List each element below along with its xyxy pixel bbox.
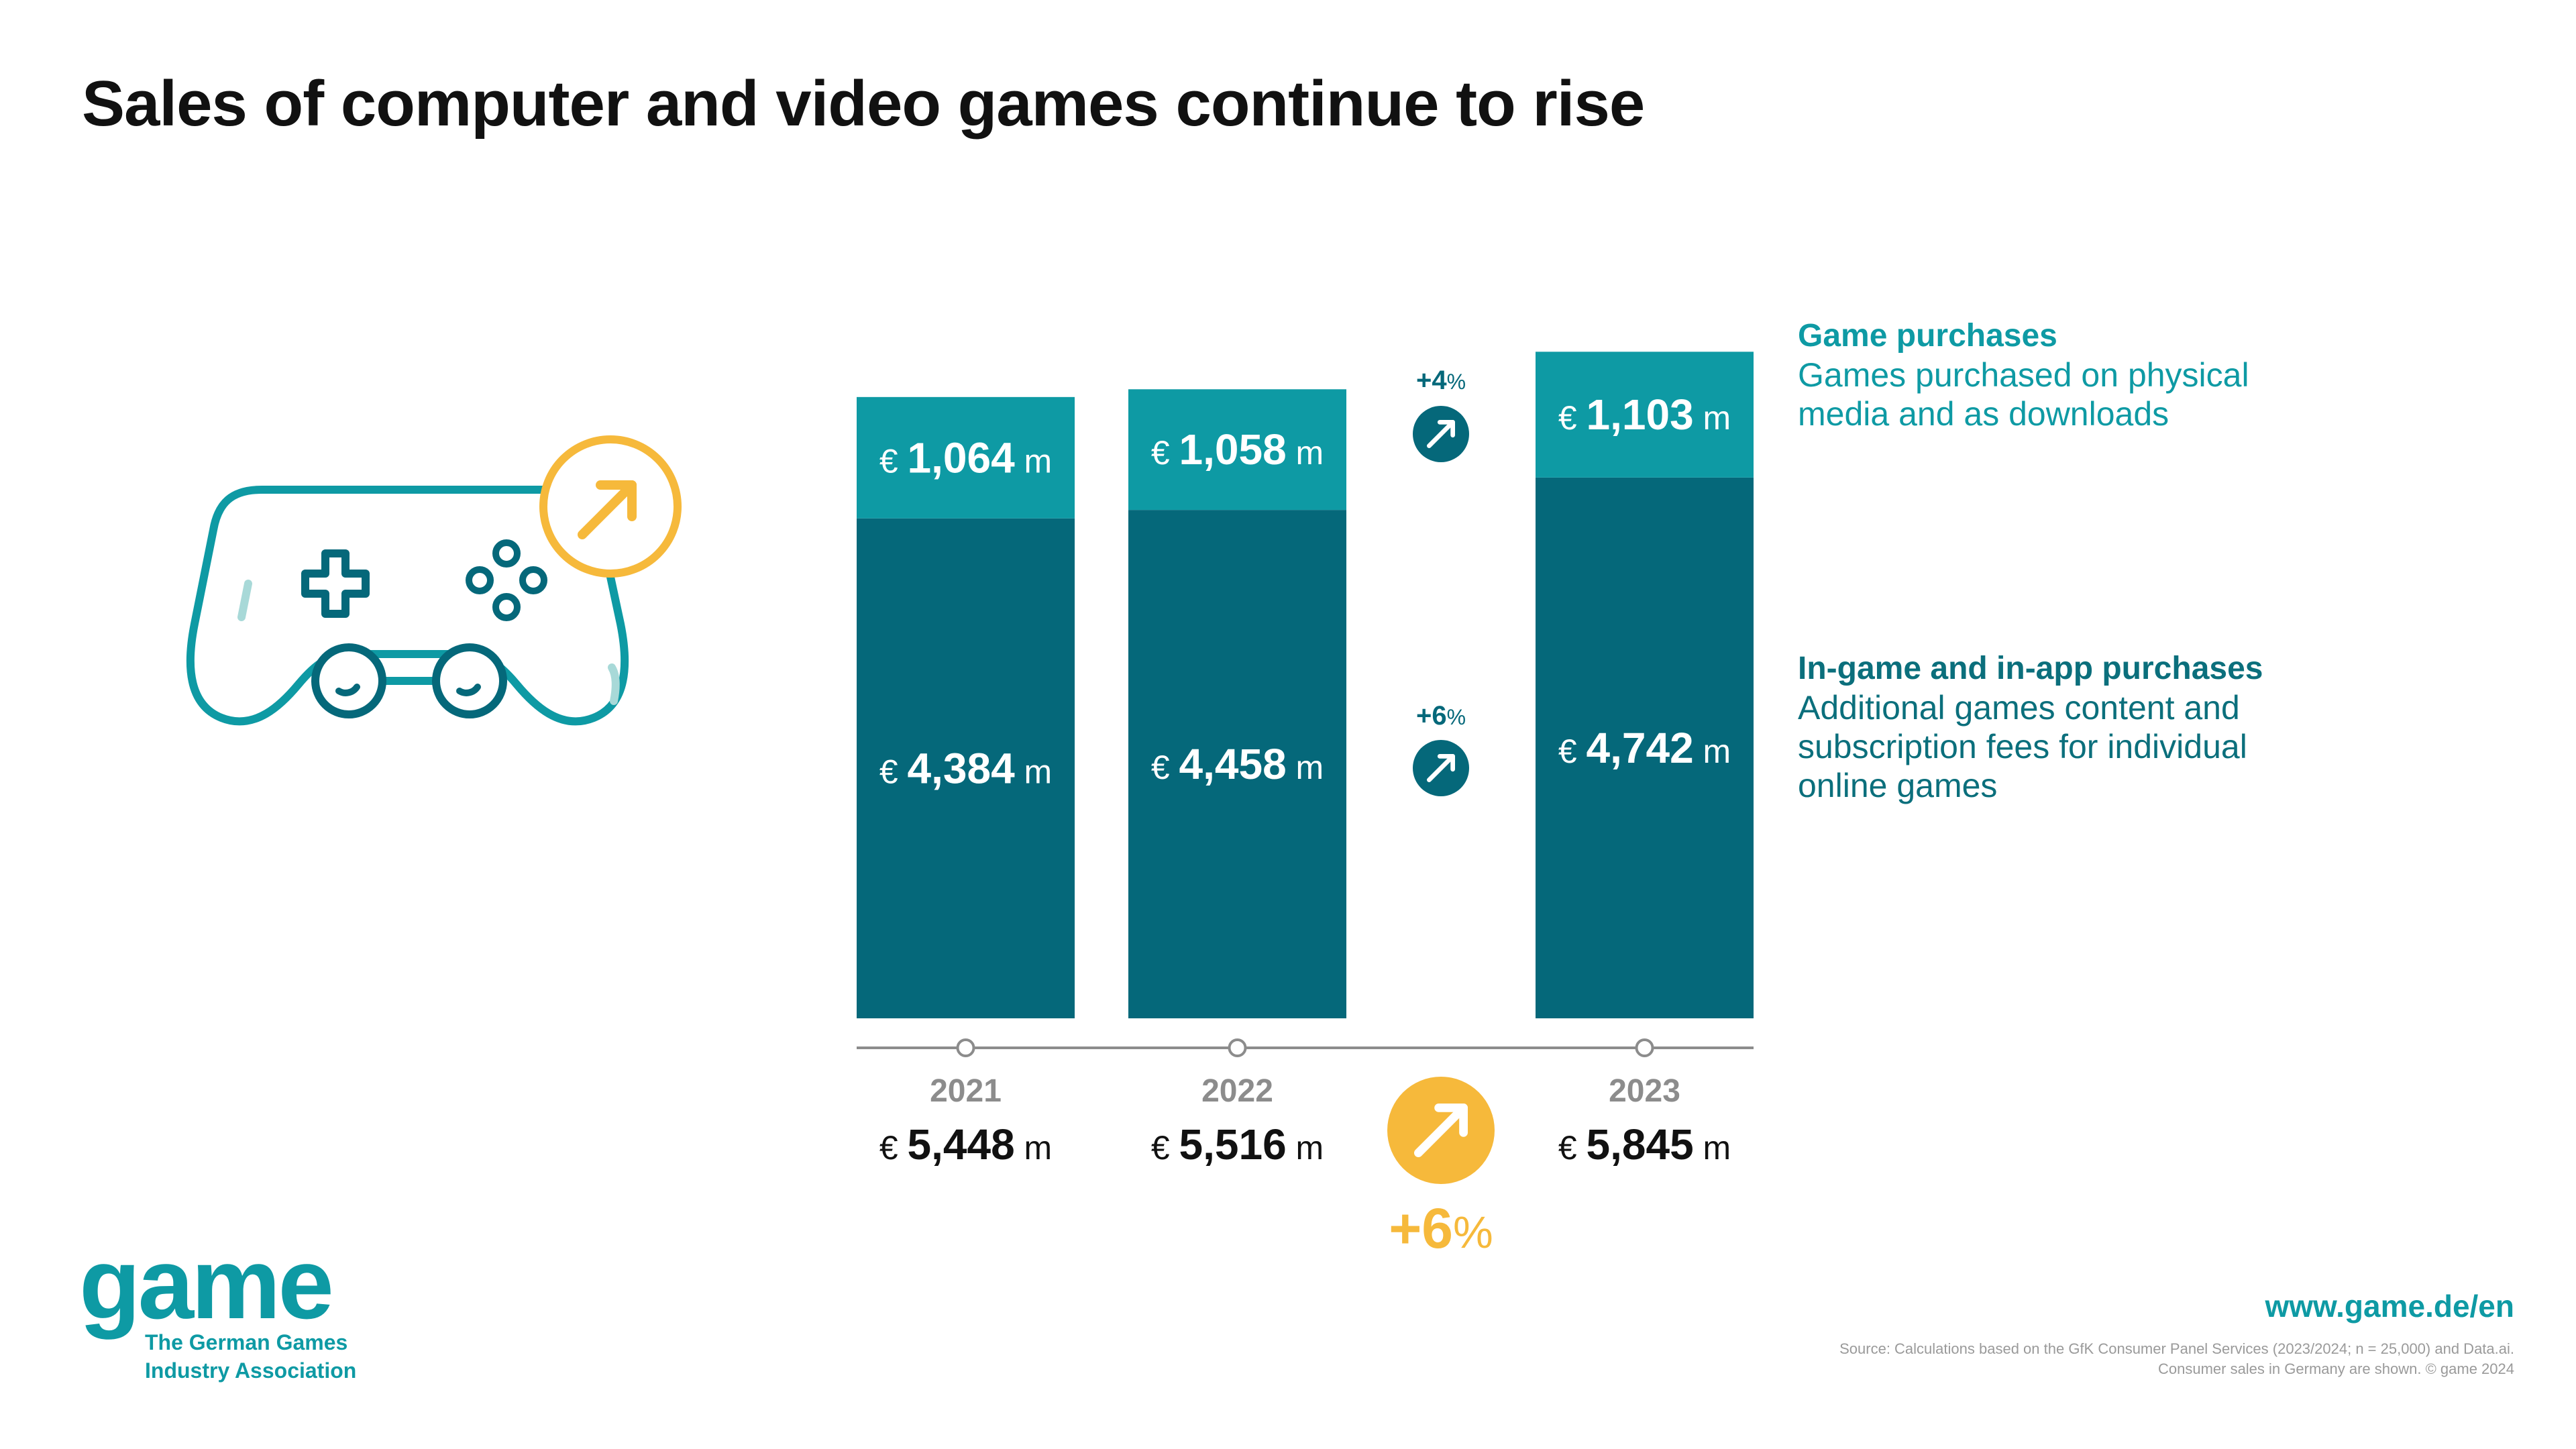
source-line: Consumer sales in Germany are shown. © g… [2157, 1360, 2514, 1377]
controller-highlight-left [237, 580, 252, 621]
bar-segment-game-purchases [1536, 352, 1754, 478]
bar-segment-in-game [1536, 477, 1754, 1018]
total-value-label: € 5,448 m [879, 1120, 1052, 1169]
x-tick-label: 2023 [1609, 1073, 1680, 1109]
left-stick-icon [311, 643, 386, 718]
website-link[interactable]: www.game.de/en [2265, 1289, 2514, 1324]
value-label-game-purchases: € 1,064 m [879, 433, 1052, 482]
legend-title: Game purchases [1798, 318, 2057, 354]
legend-desc-line: Games purchased on physical [1798, 356, 2249, 394]
legend-desc-line: Additional games content and [1798, 689, 2240, 727]
growth-badge-icon [539, 435, 682, 578]
chart-title: Sales of computer and video games contin… [82, 68, 1645, 140]
value-label-game-purchases: € 1,103 m [1558, 390, 1731, 439]
legend-desc-line: subscription fees for individual [1798, 728, 2247, 765]
badge-arrowhead [1437, 753, 1455, 772]
badge-arrowhead [1437, 419, 1455, 438]
legend-desc-line: online games [1798, 767, 1998, 804]
growth-label-total: +6% [1389, 1197, 1493, 1260]
axis-tick-marker [956, 1038, 975, 1057]
arrow-up-right-icon [1413, 406, 1469, 462]
logo-subtitle-line: Industry Association [145, 1358, 357, 1383]
legend-title: In-game and in-app purchases [1798, 651, 2263, 686]
controller-outline [186, 486, 655, 726]
game-controller-icon [186, 435, 682, 726]
bar-segment-game-purchases [1128, 389, 1346, 511]
axis-tick-marker [1635, 1038, 1654, 1057]
axis-tick-marker [1228, 1038, 1247, 1057]
bar-segment-in-game [1128, 510, 1346, 1018]
logo-subtitle: The German Games Industry Association [145, 1328, 427, 1385]
total-value-label: € 5,845 m [1558, 1120, 1731, 1169]
bar-segment-game-purchases [857, 396, 1075, 519]
badge-arrow [1427, 419, 1455, 449]
badge-arrow [1413, 1104, 1468, 1157]
source-line: Source: Calculations based on the GfK Co… [1839, 1340, 2514, 1357]
value-label-game-purchases: € 1,058 m [1151, 425, 1324, 474]
legend-in-game-purchases: In-game and in-app purchases Additional … [1798, 649, 2402, 805]
total-value-label: € 5,516 m [1151, 1120, 1324, 1169]
arrow-up-right-icon [1413, 740, 1469, 796]
value-label-in-game: € 4,384 m [879, 744, 1052, 792]
dpad-icon [301, 549, 370, 618]
value-label-in-game: € 4,742 m [1558, 724, 1731, 772]
growth-label-in-game: +6% [1416, 701, 1466, 731]
action-buttons-icon [466, 539, 547, 621]
badge-arrow [1427, 753, 1455, 783]
logo-wordmark: game [79, 1227, 334, 1340]
controller-highlight-right [608, 663, 620, 705]
x-tick-label: 2022 [1201, 1073, 1273, 1109]
growth-label-game-purchases: +4% [1416, 366, 1466, 395]
value-label-in-game: € 4,458 m [1151, 740, 1324, 788]
legend-desc-line: media and as downloads [1798, 395, 2169, 433]
bar-segment-in-game [857, 518, 1075, 1018]
badge-arrowhead [1434, 1104, 1468, 1137]
brand-logo[interactable]: game The German Games Industry Associati… [79, 1227, 356, 1383]
source-note: Source: Calculations based on the GfK Co… [1575, 1339, 2514, 1379]
right-stick-icon [432, 643, 507, 718]
legend-game-purchases: Game purchases Games purchased on physic… [1798, 317, 2402, 433]
arrow-up-right-icon [1387, 1077, 1495, 1184]
x-tick-label: 2021 [930, 1073, 1002, 1109]
logo-subtitle-line: The German Games [145, 1330, 348, 1354]
